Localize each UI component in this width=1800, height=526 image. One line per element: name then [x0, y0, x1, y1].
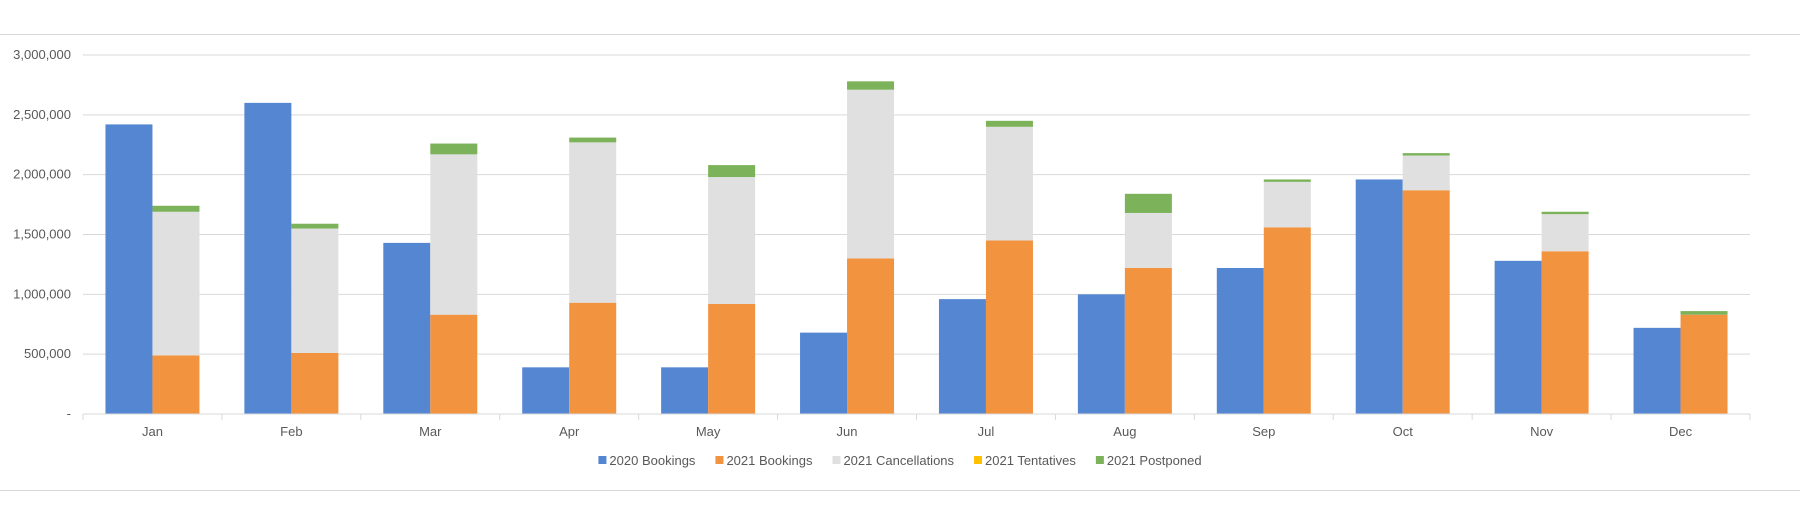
bar-2021-cancellations-jul [985, 126, 1033, 241]
bar-2021-postponed-feb [291, 223, 339, 229]
x-tick-label: Feb [280, 424, 302, 439]
bar-2021-postponed-jan [152, 205, 200, 212]
gridlines [83, 54, 1750, 355]
legend-item: 2021 Postponed [1095, 453, 1202, 468]
bar-2021-bookings-nov [1541, 251, 1589, 414]
bar-2020-bookings-nov [1494, 260, 1542, 414]
bar-2021-cancellations-jun [847, 89, 895, 259]
y-tick-label: 2,000,000 [13, 167, 71, 182]
legend-swatch [974, 456, 983, 464]
bar-2021-postponed-jun [847, 81, 895, 90]
y-tick-label: 500,000 [24, 346, 71, 361]
bar-2020-bookings-sep [1216, 268, 1264, 414]
bar-2020-bookings-mar [383, 242, 431, 414]
bar-2020-bookings-may [661, 367, 709, 414]
bar-2020-bookings-apr [522, 367, 570, 414]
bar-2021-bookings-aug [1124, 268, 1172, 414]
bar-2021-postponed-nov [1541, 211, 1589, 215]
bar-2021-postponed-oct [1402, 153, 1450, 156]
bar-2021-bookings-jun [847, 258, 895, 414]
x-tick-label: Nov [1530, 424, 1554, 439]
bar-2021-bookings-may [708, 303, 756, 414]
bar-2021-bookings-jan [152, 355, 200, 414]
bar-2021-bookings-feb [291, 352, 339, 414]
x-tick-label: Aug [1113, 424, 1136, 439]
bar-2021-cancellations-may [708, 177, 756, 304]
y-tick-label: 1,000,000 [13, 286, 71, 301]
legend-swatch [715, 456, 724, 464]
bar-2021-postponed-sep [1263, 179, 1311, 182]
x-tick-label: Sep [1252, 424, 1275, 439]
bar-2021-cancellations-feb [291, 228, 339, 353]
bar-2021-bookings-sep [1263, 227, 1311, 414]
bar-2021-postponed-may [708, 165, 756, 178]
bar-2021-cancellations-sep [1263, 181, 1311, 228]
bar-2021-cancellations-apr [569, 142, 617, 303]
x-tick-label: Jan [142, 424, 163, 439]
bar-2021-bookings-jul [985, 240, 1033, 414]
bar-2020-bookings-feb [244, 102, 292, 414]
legend-swatch [1095, 456, 1104, 464]
x-tick-label: Jun [837, 424, 858, 439]
bar-2021-postponed-aug [1124, 193, 1172, 213]
bar-2020-bookings-jun [800, 332, 848, 414]
bar-2021-postponed-dec [1680, 311, 1728, 315]
legend-item: 2020 Bookings [598, 453, 696, 468]
bar-2021-bookings-mar [430, 314, 478, 414]
bar-2021-bookings-oct [1402, 190, 1450, 414]
x-tick-label: Apr [559, 424, 580, 439]
x-tick-label: Jul [978, 424, 995, 439]
y-axis: - 500,000 1,000,000 1,500,000 2,000,000 2,500… [13, 47, 71, 421]
legend-item: 2021 Bookings [715, 453, 813, 468]
bar-2021-bookings-apr [569, 302, 617, 414]
x-tick-label: Dec [1669, 424, 1693, 439]
y-tick-label: 3,000,000 [13, 47, 71, 62]
legend-item: 2021 Tentatives [974, 453, 1076, 468]
bar-2021-postponed-apr [569, 137, 617, 143]
legend-label: 2021 Tentatives [985, 453, 1076, 468]
bar-2021-postponed-mar [430, 143, 478, 155]
bar-2021-postponed-jul [985, 120, 1033, 127]
bars [105, 81, 1728, 414]
y-tick-label: 1,500,000 [13, 227, 71, 242]
x-tick-label: Mar [419, 424, 442, 439]
x-tick-label: May [696, 424, 721, 439]
bar-2021-cancellations-aug [1124, 212, 1172, 269]
legend-label: 2020 Bookings [609, 453, 696, 468]
legend-item: 2021 Cancellations [832, 453, 955, 468]
bar-2021-bookings-dec [1680, 314, 1728, 414]
bar-2021-cancellations-oct [1402, 155, 1450, 191]
y-tick-label: 2,500,000 [13, 107, 71, 122]
x-tick-label: Oct [1393, 424, 1414, 439]
legend: 2020 Bookings 2021 Bookings 2021 Cancellat… [598, 453, 1202, 468]
bar-2021-cancellations-mar [430, 154, 478, 315]
bar-2020-bookings-dec [1633, 327, 1681, 414]
bar-2020-bookings-oct [1355, 179, 1403, 414]
y-tick-label: - [67, 406, 71, 421]
bar-2020-bookings-jul [938, 299, 986, 414]
bar-2020-bookings-aug [1077, 294, 1125, 414]
legend-label: 2021 Cancellations [843, 453, 954, 468]
legend-swatch [832, 456, 841, 464]
bar-2021-cancellations-jan [152, 211, 200, 356]
legend-swatch [598, 456, 607, 464]
legend-label: 2021 Postponed [1107, 453, 1202, 468]
bar-2020-bookings-jan [105, 124, 153, 414]
bar-2021-cancellations-nov [1541, 214, 1589, 252]
x-axis: Jan Feb Mar Apr May Jun Jul Aug Sep Oct Nov Dec [82, 413, 1751, 439]
legend-label: 2021 Bookings [726, 453, 813, 468]
